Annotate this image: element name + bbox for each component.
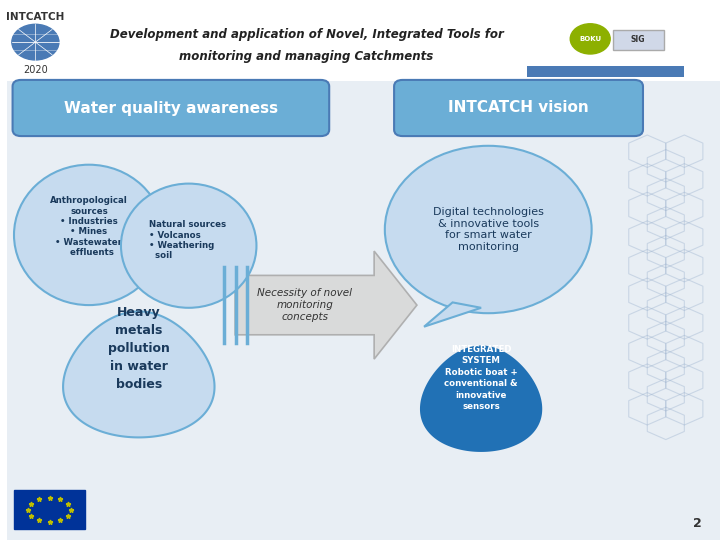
FancyBboxPatch shape — [528, 66, 684, 77]
Polygon shape — [421, 347, 541, 451]
Text: INTCATCH vision: INTCATCH vision — [448, 100, 589, 116]
Text: 2: 2 — [693, 517, 702, 530]
Circle shape — [570, 24, 610, 54]
FancyBboxPatch shape — [613, 30, 664, 50]
Text: 2020: 2020 — [23, 65, 48, 75]
Circle shape — [12, 24, 59, 60]
FancyBboxPatch shape — [12, 80, 329, 136]
Text: Development and application of Novel, Integrated Tools for: Development and application of Novel, In… — [109, 28, 503, 40]
Text: Necessity of novel
monitoring
concepts: Necessity of novel monitoring concepts — [258, 288, 353, 322]
Text: Natural sources
• Volcanos
• Weathering
  soil: Natural sources • Volcanos • Weathering … — [150, 220, 227, 260]
Ellipse shape — [384, 146, 592, 313]
Polygon shape — [63, 312, 215, 437]
FancyBboxPatch shape — [7, 81, 720, 540]
Text: Digital technologies
& innovative tools
for smart water
monitoring: Digital technologies & innovative tools … — [433, 207, 544, 252]
FancyBboxPatch shape — [7, 0, 720, 81]
Text: monitoring and managing Catchments: monitoring and managing Catchments — [179, 50, 433, 63]
Text: Heavy
metals
pollution
in water
bodies: Heavy metals pollution in water bodies — [108, 306, 170, 391]
Text: SIG: SIG — [631, 36, 645, 44]
FancyBboxPatch shape — [394, 80, 643, 136]
Ellipse shape — [14, 165, 163, 305]
Ellipse shape — [121, 184, 256, 308]
Text: Anthropological
sources
• Industries
• Mines
• Wastewater
  effluents: Anthropological sources • Industries • M… — [50, 197, 127, 257]
Text: Water quality awareness: Water quality awareness — [64, 100, 278, 116]
Polygon shape — [235, 251, 417, 359]
Polygon shape — [424, 302, 481, 327]
Text: BOKU: BOKU — [579, 36, 601, 42]
Text: INTCATCH: INTCATCH — [6, 12, 65, 22]
FancyBboxPatch shape — [14, 490, 85, 529]
Text: INTEGRATED
SYSTEM
Robotic boat +
conventional &
innovative
sensors: INTEGRATED SYSTEM Robotic boat + convent… — [444, 345, 518, 411]
